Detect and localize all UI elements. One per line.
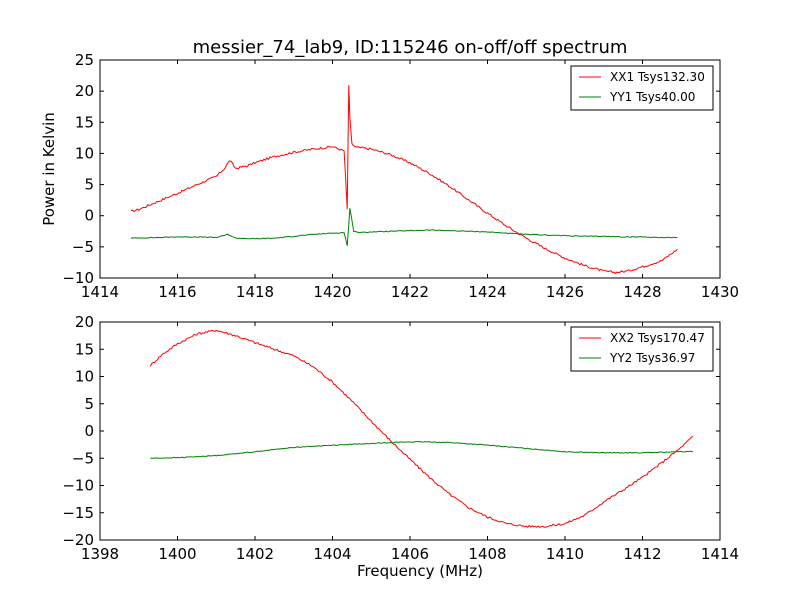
x-tick-label: 1414 <box>701 545 739 563</box>
legend: XX2 Tsys170.47 YY2 Tsys36.97 <box>570 326 714 372</box>
series-line-xx2 <box>149 329 694 529</box>
legend-entry: YY2 Tsys36.97 <box>609 351 695 365</box>
series-line-yy2 <box>150 440 693 459</box>
x-tick-label: 1410 <box>546 545 584 563</box>
y-tick-label: 15 <box>75 340 94 358</box>
legend-entry: XX2 Tsys170.47 <box>610 331 705 345</box>
top-panel: 1414 1416 1418 1420 1422 1424 1426 1428 1430 −10 −… <box>40 51 739 301</box>
y-tick-label: −5 <box>72 449 94 467</box>
x-tick-label: 1398 <box>81 545 119 563</box>
y-tick-label: 25 <box>75 51 94 69</box>
series-line-xx1 <box>130 85 678 275</box>
y-tick-label: 20 <box>75 313 94 331</box>
bottom-panel: 1398 1400 1402 1404 1406 1408 1410 1412 1414 −20 −… <box>62 313 739 580</box>
y-tick-label: 10 <box>75 144 94 162</box>
x-tick-label: 1426 <box>546 283 584 301</box>
x-tick-label: 1406 <box>391 545 429 563</box>
y-tick-label: 5 <box>84 176 94 194</box>
y-tick-label: −10 <box>62 269 94 287</box>
x-tick-label: 1430 <box>701 283 739 301</box>
x-tick-label: 1404 <box>313 545 351 563</box>
y-tick-label: 15 <box>75 113 94 131</box>
figure-title: messier_74_lab9, ID:115246 on-off/off sp… <box>193 37 628 58</box>
x-tick-label: 1412 <box>623 545 661 563</box>
legend-entry: XX1 Tsys132.30 <box>610 70 705 84</box>
y-tick-label: −10 <box>62 477 94 495</box>
y-tick-label: 0 <box>84 422 94 440</box>
legend-box <box>570 65 714 111</box>
legend-box <box>570 326 714 372</box>
x-tick-label: 1418 <box>236 283 274 301</box>
x-tick-label: 1402 <box>236 545 274 563</box>
y-tick-label: 10 <box>75 368 94 386</box>
y-tick-label: 0 <box>84 207 94 225</box>
legend-entry: YY1 Tsys40.00 <box>609 90 695 104</box>
y-tick-label: 20 <box>75 82 94 100</box>
x-tick-label: 1424 <box>468 283 506 301</box>
y-axis-label: Power in Kelvin <box>40 112 58 226</box>
y-tick-label: −20 <box>62 531 94 549</box>
x-tick-label: 1400 <box>158 545 196 563</box>
x-tick-label: 1420 <box>313 283 351 301</box>
x-tick-label: 1414 <box>81 283 119 301</box>
y-tick-label: −15 <box>62 504 94 522</box>
x-tick-label: 1408 <box>468 545 506 563</box>
series-line-yy1 <box>130 208 678 246</box>
x-tick-label: 1428 <box>623 283 661 301</box>
x-tick-label: 1422 <box>391 283 429 301</box>
x-tick-label: 1416 <box>158 283 196 301</box>
y-tick-label: 5 <box>84 395 94 413</box>
x-axis-label: Frequency (MHz) <box>357 562 483 580</box>
y-tick-label: −5 <box>72 238 94 256</box>
legend: XX1 Tsys132.30 YY1 Tsys40.00 <box>570 65 714 111</box>
